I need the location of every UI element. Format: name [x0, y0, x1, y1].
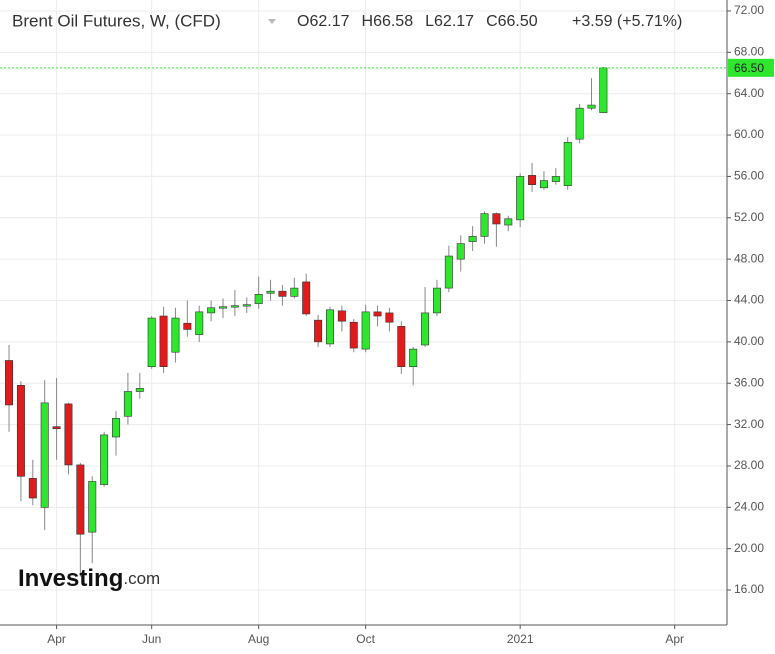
x-tick-label: Apr — [665, 632, 684, 646]
candle-body — [302, 281, 311, 315]
y-tick-label: 44.00 — [734, 293, 764, 307]
ohlc-label: C — [486, 13, 498, 30]
candle-body — [219, 306, 227, 309]
x-tick-label: 2021 — [507, 632, 534, 646]
candle-body — [112, 418, 121, 438]
candle-body — [40, 402, 49, 508]
candle-body — [147, 317, 156, 367]
y-tick-label: 20.00 — [734, 541, 764, 555]
candle-body — [575, 107, 584, 140]
y-tick-label: 28.00 — [734, 458, 764, 472]
candle-body — [456, 243, 465, 260]
candle-body — [16, 384, 25, 477]
y-tick-label: 56.00 — [734, 169, 764, 183]
title-dropdown[interactable] — [268, 19, 276, 24]
candle-body — [587, 104, 596, 109]
y-tick-label: 64.00 — [734, 86, 764, 100]
candle-body — [123, 391, 132, 417]
candle-body — [230, 305, 239, 308]
candle-body — [504, 218, 513, 226]
candle-body — [278, 290, 287, 297]
y-tick-label: 72.00 — [734, 3, 764, 17]
candle-body — [361, 311, 370, 350]
candle-body — [290, 287, 299, 297]
ohlc-header: O62.17 H66.58 L62.17 C66.50 — [297, 13, 538, 30]
candle-body — [432, 287, 441, 314]
y-tick-label: 68.00 — [734, 44, 764, 58]
candle-body — [28, 478, 37, 499]
candle-body — [349, 321, 358, 349]
candle-body — [266, 290, 275, 294]
candle-body — [76, 464, 85, 535]
candle-body — [421, 312, 430, 346]
last-price-label: 66.50 — [734, 61, 764, 75]
ohlc-label: L — [425, 13, 434, 30]
candle-body — [5, 360, 14, 406]
candle-body — [599, 67, 608, 113]
candle-body — [468, 236, 477, 242]
candle-body — [159, 315, 168, 367]
x-tick-label: Aug — [248, 632, 269, 646]
ohlc-value: 62.17 — [434, 13, 474, 30]
x-tick-label: Oct — [356, 632, 375, 646]
y-tick-label: 60.00 — [734, 127, 764, 141]
candle-body — [551, 176, 560, 182]
candle-body — [492, 213, 501, 225]
watermark: Investing.com — [18, 565, 160, 592]
chart-title: Brent Oil Futures, W, (CFD) — [12, 11, 221, 30]
x-tick-label: Jun — [142, 632, 161, 646]
ohlc-value: 66.50 — [498, 13, 538, 30]
candles — [5, 67, 608, 577]
x-tick-label: Apr — [47, 632, 66, 646]
candle-body — [52, 426, 61, 430]
y-tick-label: 40.00 — [734, 334, 764, 348]
y-tick-label: 48.00 — [734, 251, 764, 265]
candle-body — [314, 319, 323, 343]
candle-body — [64, 403, 73, 466]
watermark-suffix: .com — [123, 569, 160, 588]
candle-body — [183, 322, 192, 330]
candle-body — [516, 176, 525, 221]
candle-body — [480, 213, 489, 237]
candle-body — [88, 481, 97, 533]
y-tick-label: 24.00 — [734, 499, 764, 513]
candle-body — [195, 311, 204, 335]
change: +3.59 (+5.71%) — [572, 13, 682, 30]
y-tick-label: 36.00 — [734, 375, 764, 389]
candle-body — [100, 434, 109, 485]
y-tick-label: 52.00 — [734, 210, 764, 224]
watermark-brand: Investing — [18, 565, 123, 592]
last-price-box — [728, 58, 774, 77]
candle-body — [563, 141, 572, 187]
ohlc-label: O — [297, 13, 309, 30]
candle-body — [385, 312, 394, 323]
y-tick-label: 16.00 — [734, 582, 764, 596]
candle-body — [242, 304, 251, 307]
candle-body — [409, 348, 418, 367]
candle-body — [337, 310, 346, 322]
ohlc-value: 62.17 — [309, 13, 349, 30]
candle-body — [325, 309, 334, 345]
y-tick-label: 32.00 — [734, 417, 764, 431]
candle-body — [539, 180, 548, 189]
candle-body — [397, 326, 406, 367]
candle-body — [528, 175, 537, 185]
candle-body — [207, 307, 216, 314]
candle-body — [135, 388, 144, 392]
ohlc-value: 66.58 — [373, 13, 413, 30]
ohlc-label: H — [362, 13, 374, 30]
candle-body — [444, 255, 453, 289]
candle-body — [373, 311, 382, 317]
candle-body — [171, 317, 180, 353]
candle-body — [254, 294, 263, 304]
